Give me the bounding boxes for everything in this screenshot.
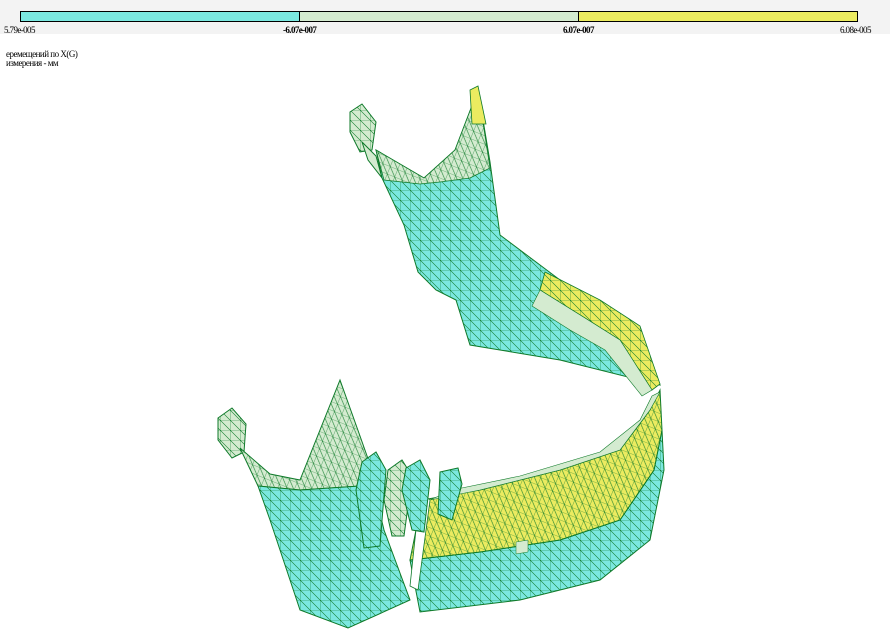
scale-tick-high: 6.07e-007 <box>563 25 594 35</box>
caption-quantity: еремещений по X(G) <box>6 49 78 59</box>
upper-jaw-region <box>349 85 661 397</box>
result-caption: еремещений по X(G) измерения - мм <box>6 49 78 68</box>
color-scale-segment-positive <box>579 12 857 21</box>
scale-tick-low: -6.07e-007 <box>283 25 317 35</box>
color-scale-segment-near-zero <box>300 12 579 21</box>
color-scale-segment-negative <box>21 12 300 21</box>
scale-tick-max: 6.08e-005 <box>840 25 871 35</box>
caption-units: измерения - мм <box>6 58 59 68</box>
scale-tick-min: 5.79e-005 <box>4 25 35 35</box>
lower-jaw-region <box>217 378 665 629</box>
color-scale-bar <box>20 11 858 22</box>
